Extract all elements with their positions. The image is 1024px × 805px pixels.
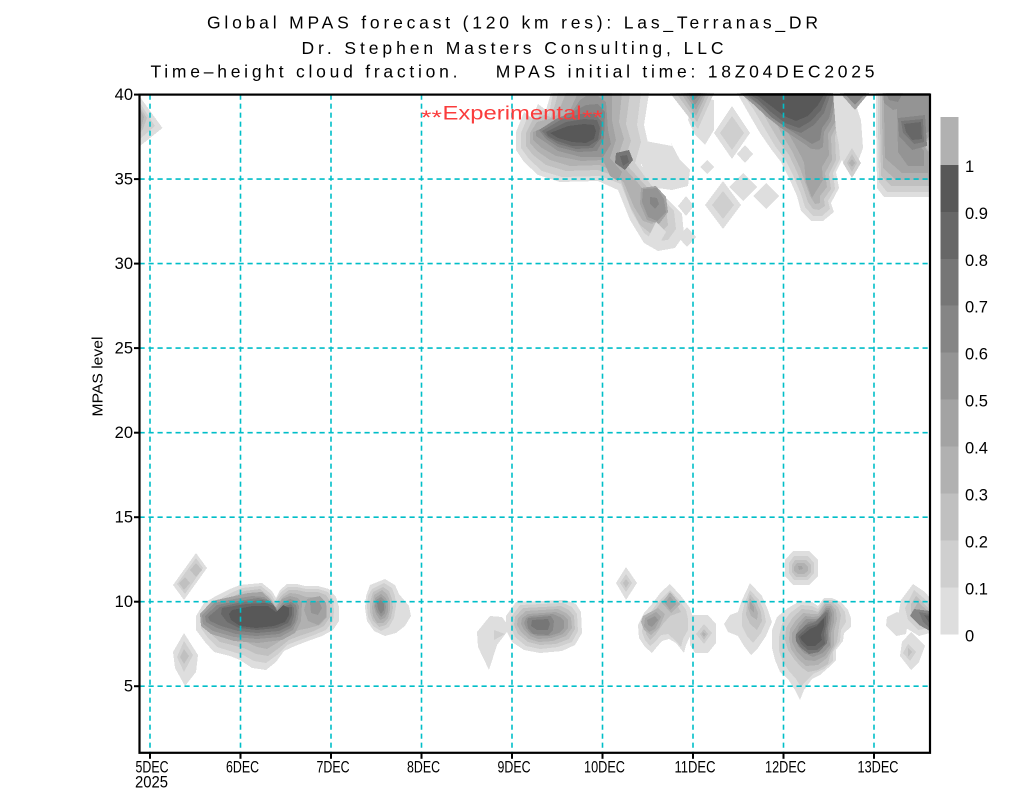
svg-text:0.8: 0.8 bbox=[965, 252, 988, 270]
svg-text:6DEC: 6DEC bbox=[226, 758, 259, 776]
svg-text:10: 10 bbox=[115, 593, 133, 611]
svg-text:40: 40 bbox=[115, 86, 133, 104]
svg-text:13DEC: 13DEC bbox=[858, 758, 899, 776]
svg-text:0.6: 0.6 bbox=[965, 346, 988, 364]
svg-text:15: 15 bbox=[115, 509, 133, 527]
svg-text:12DEC: 12DEC bbox=[765, 758, 806, 776]
svg-text:8DEC: 8DEC bbox=[407, 758, 440, 776]
svg-text:**: ** bbox=[421, 108, 443, 129]
svg-text:9DEC: 9DEC bbox=[498, 758, 531, 776]
svg-text:0.7: 0.7 bbox=[965, 299, 988, 317]
svg-text:35: 35 bbox=[115, 171, 133, 189]
svg-text:0.1: 0.1 bbox=[965, 581, 988, 599]
svg-text:5: 5 bbox=[124, 678, 133, 696]
svg-text:**: ** bbox=[582, 108, 604, 129]
svg-text:0.2: 0.2 bbox=[965, 534, 988, 552]
svg-text:7DEC: 7DEC bbox=[317, 758, 350, 776]
svg-text:5DEC: 5DEC bbox=[136, 758, 169, 776]
svg-text:0.4: 0.4 bbox=[965, 440, 988, 458]
svg-text:0.5: 0.5 bbox=[965, 393, 988, 411]
svg-text:Global MPAS forecast (120 km r: Global MPAS forecast (120 km res): Las_T… bbox=[207, 13, 818, 34]
svg-text:0.3: 0.3 bbox=[965, 487, 988, 505]
svg-text:1: 1 bbox=[965, 158, 974, 176]
svg-text:30: 30 bbox=[115, 255, 133, 273]
svg-text:11DEC: 11DEC bbox=[675, 758, 716, 776]
svg-text:Dr. Stephen Masters Consulting: Dr. Stephen Masters Consulting, LLC bbox=[302, 38, 724, 58]
svg-text:20: 20 bbox=[115, 424, 133, 442]
svg-text:Experimental: Experimental bbox=[443, 104, 582, 125]
svg-text:MPAS level: MPAS level bbox=[91, 337, 107, 417]
svg-text:0.9: 0.9 bbox=[965, 205, 988, 223]
svg-text:2025: 2025 bbox=[135, 773, 168, 791]
svg-text:10DEC: 10DEC bbox=[584, 758, 625, 776]
svg-text:0: 0 bbox=[965, 628, 974, 646]
svg-text:25: 25 bbox=[115, 340, 133, 358]
